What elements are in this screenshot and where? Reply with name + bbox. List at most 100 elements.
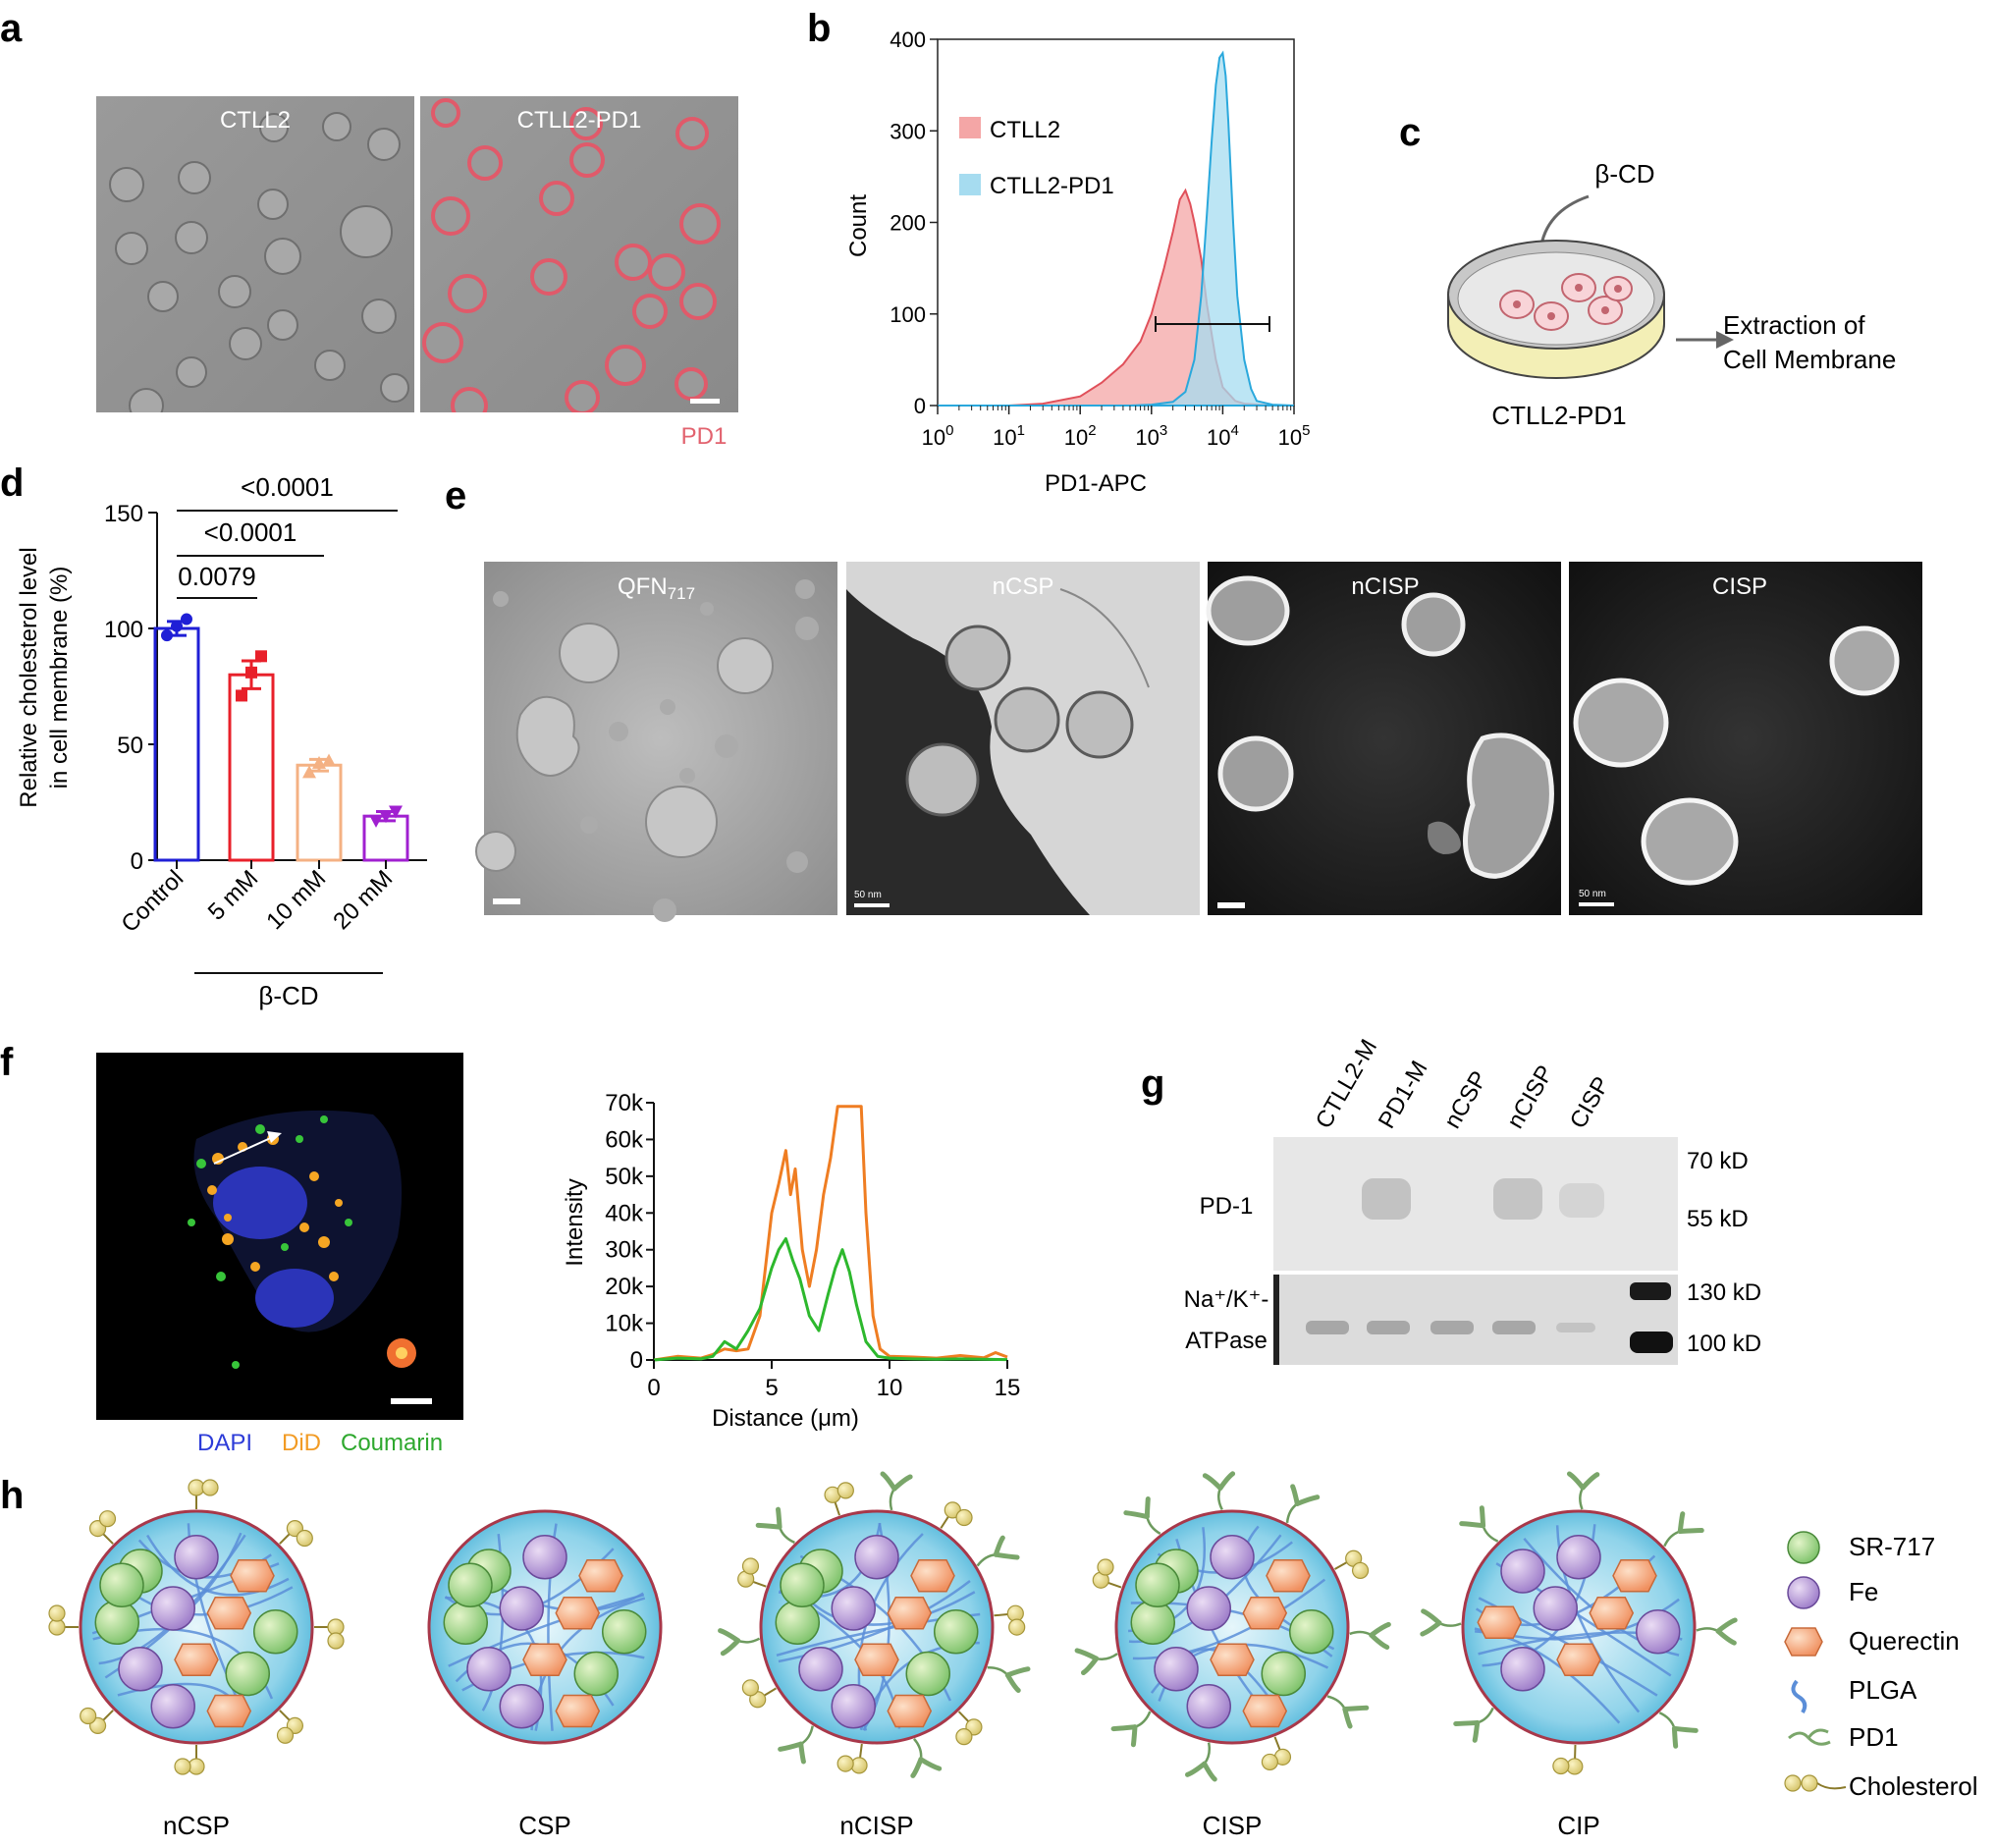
label-ctll2: CTLL2 xyxy=(220,107,291,134)
b-xtick-label: 104 xyxy=(1207,422,1239,450)
micrograph-ctll2-pd1 xyxy=(420,96,738,412)
legend-swatch-ctll2 xyxy=(959,117,981,138)
datapoint xyxy=(312,755,326,769)
fe-particle xyxy=(499,1684,544,1729)
cholesterol-head xyxy=(836,1755,854,1772)
intensity-profile-chart: 0 10k 20k 30k 40k 50k 60k 70k 0 5 10 15 xyxy=(605,1090,1020,1401)
panel-a: a CTLL2 xyxy=(0,7,738,450)
pd1-stalk xyxy=(1134,1711,1152,1728)
cholesterol-head xyxy=(80,1707,97,1725)
panel-letter-g: g xyxy=(1141,1062,1164,1106)
sr717-particle xyxy=(934,1609,979,1655)
pd1-stalk xyxy=(1658,1712,1676,1729)
cholesterol-tail xyxy=(994,1612,1008,1617)
pd1-stalk xyxy=(1696,1627,1719,1633)
legend-quercetin-icon xyxy=(1784,1627,1823,1657)
b-ytick-label: 300 xyxy=(890,119,926,143)
pd1-arm xyxy=(1144,1496,1151,1520)
f-ytick-label: 0 xyxy=(630,1347,643,1374)
pd1-stalk xyxy=(1477,1707,1494,1724)
bar-0 xyxy=(153,626,200,862)
cholesterol-tail xyxy=(1107,1581,1122,1589)
panel-letter-c: c xyxy=(1399,111,1421,154)
lane-label-5: CISP xyxy=(1565,1072,1615,1133)
lane-label-1: CTLL2-M xyxy=(1311,1035,1382,1133)
cholesterol-head xyxy=(1097,1558,1114,1576)
pd1-arm xyxy=(1472,1719,1481,1743)
quercetin-particle xyxy=(1612,1559,1657,1593)
pd1-stalk xyxy=(778,1526,795,1545)
sr717-particle xyxy=(1289,1609,1334,1655)
legend-cholesterol-icon xyxy=(1784,1774,1802,1792)
pd1-stalk xyxy=(1326,1695,1346,1711)
fe-particle xyxy=(831,1684,876,1729)
legend-fe-icon xyxy=(1787,1576,1820,1609)
tem-ncisp xyxy=(1206,562,1561,915)
profile-line-coumarin xyxy=(653,1237,1008,1362)
quercetin-particle xyxy=(1477,1605,1523,1639)
fe-particle xyxy=(1186,1684,1231,1729)
particle-2 xyxy=(427,1509,663,1745)
label-ncsp: nCSP xyxy=(993,573,1054,600)
sr717-particle xyxy=(780,1562,825,1607)
d-ylabel-1: Relative cholesterol level xyxy=(16,547,42,807)
pd1-stalk xyxy=(976,1552,997,1567)
pd1-arm xyxy=(776,1506,782,1530)
pd1-arm xyxy=(1184,1761,1208,1777)
b-xlabel: PD1-APC xyxy=(1045,470,1147,497)
panel-letter-f: f xyxy=(0,1041,14,1084)
fe-particle xyxy=(466,1647,512,1692)
histogram-series-ctll2-pd1 xyxy=(938,50,1295,407)
f-ytick-label: 50k xyxy=(605,1164,644,1190)
b-ytick-label: 100 xyxy=(890,302,926,327)
lane-label-3: nCSP xyxy=(1439,1066,1493,1133)
pd1-arm xyxy=(778,1741,804,1752)
datapoint xyxy=(322,753,336,767)
pd1-arm xyxy=(1342,1707,1353,1729)
sr717-particle xyxy=(602,1609,647,1655)
sr717-particle xyxy=(775,1600,820,1645)
output-line-2: Cell Membrane xyxy=(1723,345,1896,374)
cholesterol-head xyxy=(955,1728,973,1746)
cholesterol-tail xyxy=(834,1501,840,1516)
legend-label-ctll2-pd1: CTLL2-PD1 xyxy=(990,173,1114,199)
pd1-arm xyxy=(718,1628,741,1644)
cholesterol-tail xyxy=(763,1687,777,1697)
b-ylabel: Count xyxy=(845,194,872,257)
sr717-particle xyxy=(1261,1651,1306,1697)
panel-e: e QFN717 xyxy=(445,474,1922,922)
fe-particle xyxy=(831,1586,876,1631)
marker-100: 100 kD xyxy=(1687,1331,1761,1357)
f-ytick-label: 40k xyxy=(605,1200,644,1226)
pd1-arm xyxy=(1715,1617,1738,1634)
comparison-pvalue-2: 0.0079 xyxy=(178,562,256,591)
particle-4 xyxy=(1074,1471,1391,1782)
comparison-pvalue-1: <0.0001 xyxy=(204,517,297,547)
f-ytick-label: 30k xyxy=(605,1237,644,1264)
pd1-arm xyxy=(1459,1521,1486,1529)
reagent-label: β-CD xyxy=(1594,159,1654,189)
quercetin-particle xyxy=(230,1559,275,1593)
tem-cisp: 50 nm xyxy=(1569,562,1922,915)
pd1-arm xyxy=(918,1757,943,1771)
pd1-arm xyxy=(1004,1672,1021,1693)
datapoint xyxy=(171,620,183,632)
cholesterol-tail xyxy=(957,1711,970,1722)
pd1-arm xyxy=(1202,1473,1223,1492)
pd1-arm xyxy=(1677,1511,1686,1535)
micrograph-ctll2 xyxy=(96,96,414,412)
row-label-atpase-1: Na⁺/K⁺- xyxy=(1184,1286,1269,1313)
panel-letter-b: b xyxy=(807,7,831,50)
panel-f: f DAPI DiD Coumarin xyxy=(0,1041,1020,1456)
datapoint xyxy=(389,805,403,819)
cholesterol-tail xyxy=(279,1533,291,1545)
tem-qfn717 xyxy=(475,562,837,922)
bar-2 xyxy=(296,763,343,862)
cholesterol-head xyxy=(48,1604,66,1622)
cholesterol-head xyxy=(836,1482,854,1499)
scale-text-2: 50 nm xyxy=(1579,889,1606,899)
legend-pd1-icon xyxy=(1788,1728,1831,1746)
datapoint xyxy=(161,629,173,642)
